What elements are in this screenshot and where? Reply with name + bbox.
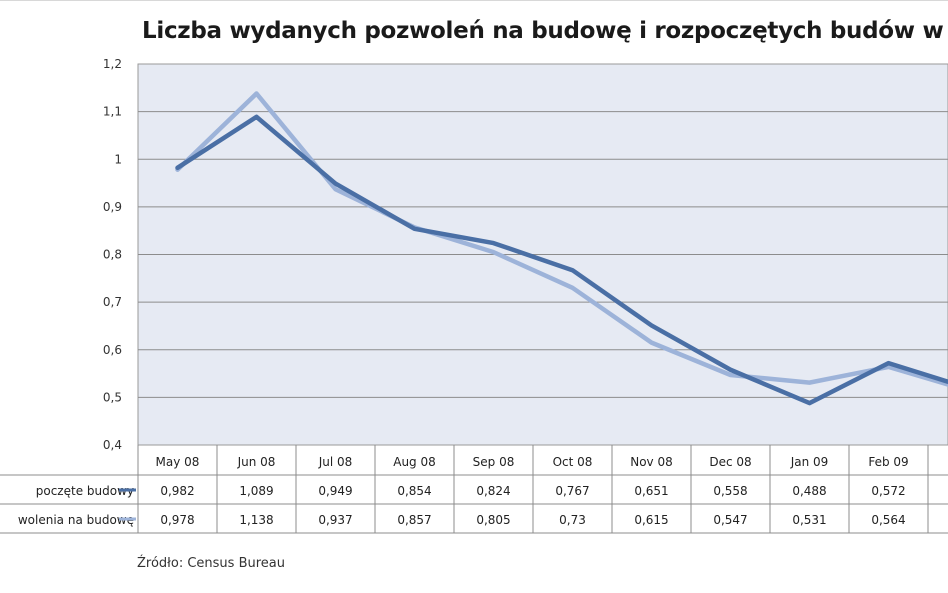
x-category-label: Jul 08 — [318, 455, 353, 469]
x-category-label: Feb 09 — [868, 455, 908, 469]
table-value: 0,572 — [871, 484, 905, 498]
series-name-label: poczęte budowy — [36, 484, 134, 498]
table-value: 0,978 — [160, 513, 194, 527]
series-name-label: wolenia na budowę — [18, 513, 134, 527]
table-value: 0,547 — [713, 513, 747, 527]
x-category-label: Sep 08 — [473, 455, 515, 469]
table-value: 0,857 — [397, 513, 431, 527]
table-value: 1,138 — [239, 513, 273, 527]
y-tick-label: 1 — [114, 152, 122, 166]
table-value: 0,73 — [559, 513, 586, 527]
series-line — [175, 114, 948, 406]
x-category-label: Jun 08 — [237, 455, 276, 469]
source-note: Źródło: Census Bureau — [137, 556, 285, 571]
y-tick-label: 0,5 — [103, 390, 122, 404]
x-category-label: May 08 — [156, 455, 200, 469]
table-value: 0,615 — [634, 513, 668, 527]
series-line — [175, 91, 948, 387]
y-tick-label: 1,1 — [103, 105, 122, 119]
table-value: 1,089 — [239, 484, 273, 498]
table-value: 0,531 — [792, 513, 826, 527]
table-value: 0,937 — [318, 513, 352, 527]
table-value: 0,949 — [318, 484, 352, 498]
table-value: 0,564 — [871, 513, 905, 527]
table-value: 0,558 — [713, 484, 747, 498]
table-value: 0,824 — [476, 484, 510, 498]
table-value: 0,982 — [160, 484, 194, 498]
y-tick-label: 0,7 — [103, 295, 122, 309]
table-value: 0,767 — [555, 484, 589, 498]
table-value: 0,854 — [397, 484, 431, 498]
y-tick-label: 0,8 — [103, 248, 122, 262]
x-category-label: Oct 08 — [553, 455, 593, 469]
x-category-label: Dec 08 — [709, 455, 751, 469]
x-category-label: Jan 09 — [790, 455, 829, 469]
y-tick-label: 0,4 — [103, 438, 122, 452]
table-value: 0,651 — [634, 484, 668, 498]
y-tick-label: 1,2 — [103, 57, 122, 71]
x-category-label: Nov 08 — [630, 455, 673, 469]
table-value: 0,488 — [792, 484, 826, 498]
y-tick-label: 0,6 — [103, 343, 122, 357]
x-category-label: Aug 08 — [393, 455, 436, 469]
table-value: 0,805 — [476, 513, 510, 527]
chart-title: Liczba wydanych pozwoleń na budowę i roz… — [142, 18, 944, 44]
y-tick-label: 0,9 — [103, 200, 122, 214]
